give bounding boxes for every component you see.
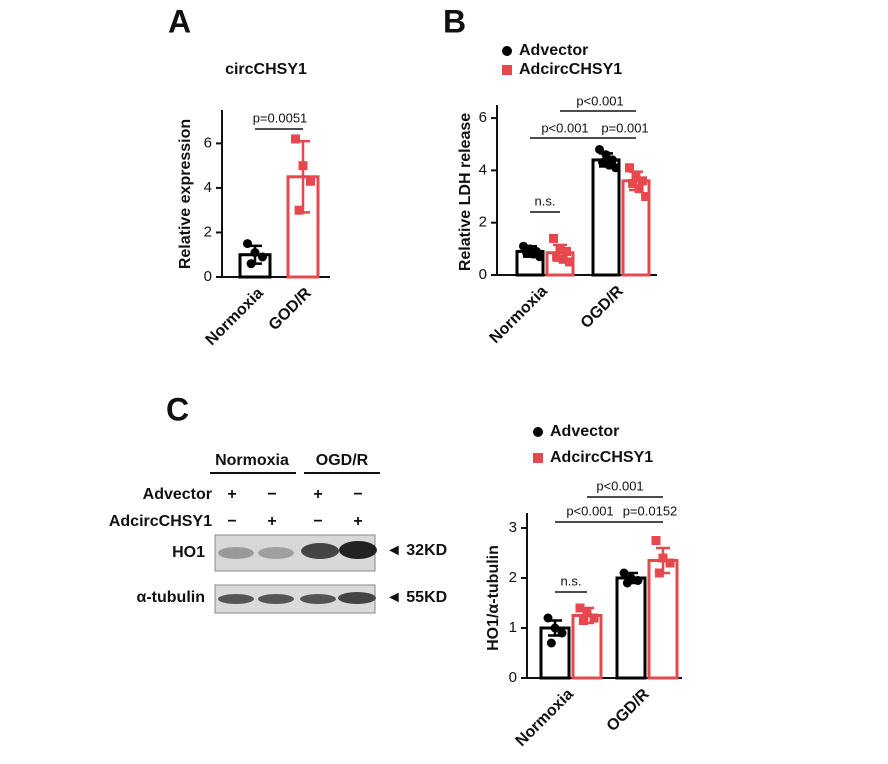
annotation: p=0.001 bbox=[601, 120, 648, 135]
panel-letter: B bbox=[443, 3, 466, 39]
x-tick-label: OGD/R bbox=[578, 282, 627, 331]
data-point bbox=[641, 192, 651, 202]
blot-sign: − bbox=[267, 486, 276, 503]
y-tick-label: 4 bbox=[479, 161, 487, 178]
blot-images bbox=[210, 472, 380, 614]
panel-letter: C bbox=[166, 391, 189, 427]
data-point bbox=[665, 558, 675, 568]
blot-sign: − bbox=[227, 513, 236, 530]
x-tick-label: GOD/R bbox=[266, 284, 315, 333]
legend-label: AdcircCHSY1 bbox=[519, 61, 622, 78]
blot-sign: − bbox=[353, 486, 362, 503]
bar bbox=[647, 559, 679, 680]
data-point bbox=[552, 252, 562, 262]
data-point bbox=[638, 176, 647, 186]
panel-letter: A bbox=[168, 3, 191, 39]
y-tick-label: 3 bbox=[509, 519, 517, 536]
blot-sign: + bbox=[313, 486, 322, 503]
y-tick-label: 1 bbox=[509, 619, 517, 636]
data-point bbox=[634, 184, 644, 194]
annotation: n.s. bbox=[535, 193, 556, 208]
data-point bbox=[294, 205, 304, 215]
legend-label: Advector bbox=[550, 423, 619, 440]
legend-marker bbox=[502, 65, 512, 75]
x-tick-label: Normoxia bbox=[203, 285, 267, 349]
legend-marker bbox=[533, 427, 543, 437]
data-point bbox=[625, 163, 634, 173]
annotation: p<0.001 bbox=[541, 120, 588, 135]
bar bbox=[591, 158, 621, 277]
blot-sign: + bbox=[267, 513, 276, 530]
annotation: p<0.001 bbox=[596, 478, 643, 493]
annotation: p=0.0051 bbox=[253, 110, 308, 125]
legend-marker bbox=[502, 46, 512, 56]
annotation: p<0.001 bbox=[576, 93, 623, 108]
band-label: HO1 bbox=[172, 544, 205, 561]
data-point bbox=[562, 246, 571, 256]
data-point bbox=[565, 257, 575, 267]
x-tick-label: OGD/R bbox=[604, 685, 653, 734]
blot-row-label: AdcircCHSY1 bbox=[109, 513, 212, 530]
y-axis-label: Relative LDH release bbox=[457, 113, 474, 271]
blot-sign: + bbox=[227, 486, 236, 503]
data-point bbox=[595, 144, 604, 154]
data-point bbox=[589, 613, 599, 623]
bar bbox=[615, 576, 647, 680]
legend-label: AdcircCHSY1 bbox=[550, 449, 653, 466]
y-tick-label: 4 bbox=[204, 179, 212, 196]
data-point bbox=[578, 616, 588, 625]
data-point bbox=[549, 233, 558, 243]
blot-group: Normoxia bbox=[215, 452, 289, 469]
y-axis-label: HO1/α-tubulin bbox=[485, 545, 502, 651]
blot-row-label: Advector bbox=[143, 486, 212, 503]
y-tick-label: 6 bbox=[479, 109, 487, 126]
band-size: ◄ 32KD bbox=[386, 542, 447, 559]
y-tick-label: 2 bbox=[479, 214, 487, 231]
data-point bbox=[535, 252, 545, 262]
y-tick-label: 6 bbox=[204, 134, 212, 151]
y-tick-label: 0 bbox=[204, 268, 212, 285]
legend-label: Advector bbox=[519, 42, 588, 59]
chart-title: circCHSY1 bbox=[225, 61, 307, 78]
band-size: ◄ 55KD bbox=[386, 589, 447, 606]
data-point bbox=[258, 252, 267, 262]
blot-sign: + bbox=[353, 513, 362, 530]
data-point bbox=[628, 178, 638, 188]
y-tick-label: 2 bbox=[204, 223, 212, 240]
data-point bbox=[611, 163, 621, 173]
x-tick-label: Normoxia bbox=[513, 686, 577, 750]
y-axis-label: Relative expression bbox=[177, 119, 194, 269]
data-point bbox=[306, 176, 315, 186]
y-tick-label: 2 bbox=[509, 569, 517, 586]
y-tick-label: 0 bbox=[479, 266, 487, 283]
blot-group: OGD/R bbox=[316, 452, 369, 469]
band-label: α-tubulin bbox=[137, 589, 205, 606]
x-tick-label: Normoxia bbox=[487, 283, 551, 347]
annotation: n.s. bbox=[561, 573, 582, 588]
data-point bbox=[651, 536, 661, 545]
legend-marker bbox=[533, 453, 543, 463]
annotation: p=0.0152 bbox=[623, 503, 678, 518]
blot-sign: − bbox=[313, 513, 322, 530]
y-tick-label: 0 bbox=[509, 669, 517, 686]
annotation: p<0.001 bbox=[566, 503, 613, 518]
data-point bbox=[558, 254, 568, 264]
data-point bbox=[291, 134, 300, 144]
data-point bbox=[546, 638, 556, 648]
